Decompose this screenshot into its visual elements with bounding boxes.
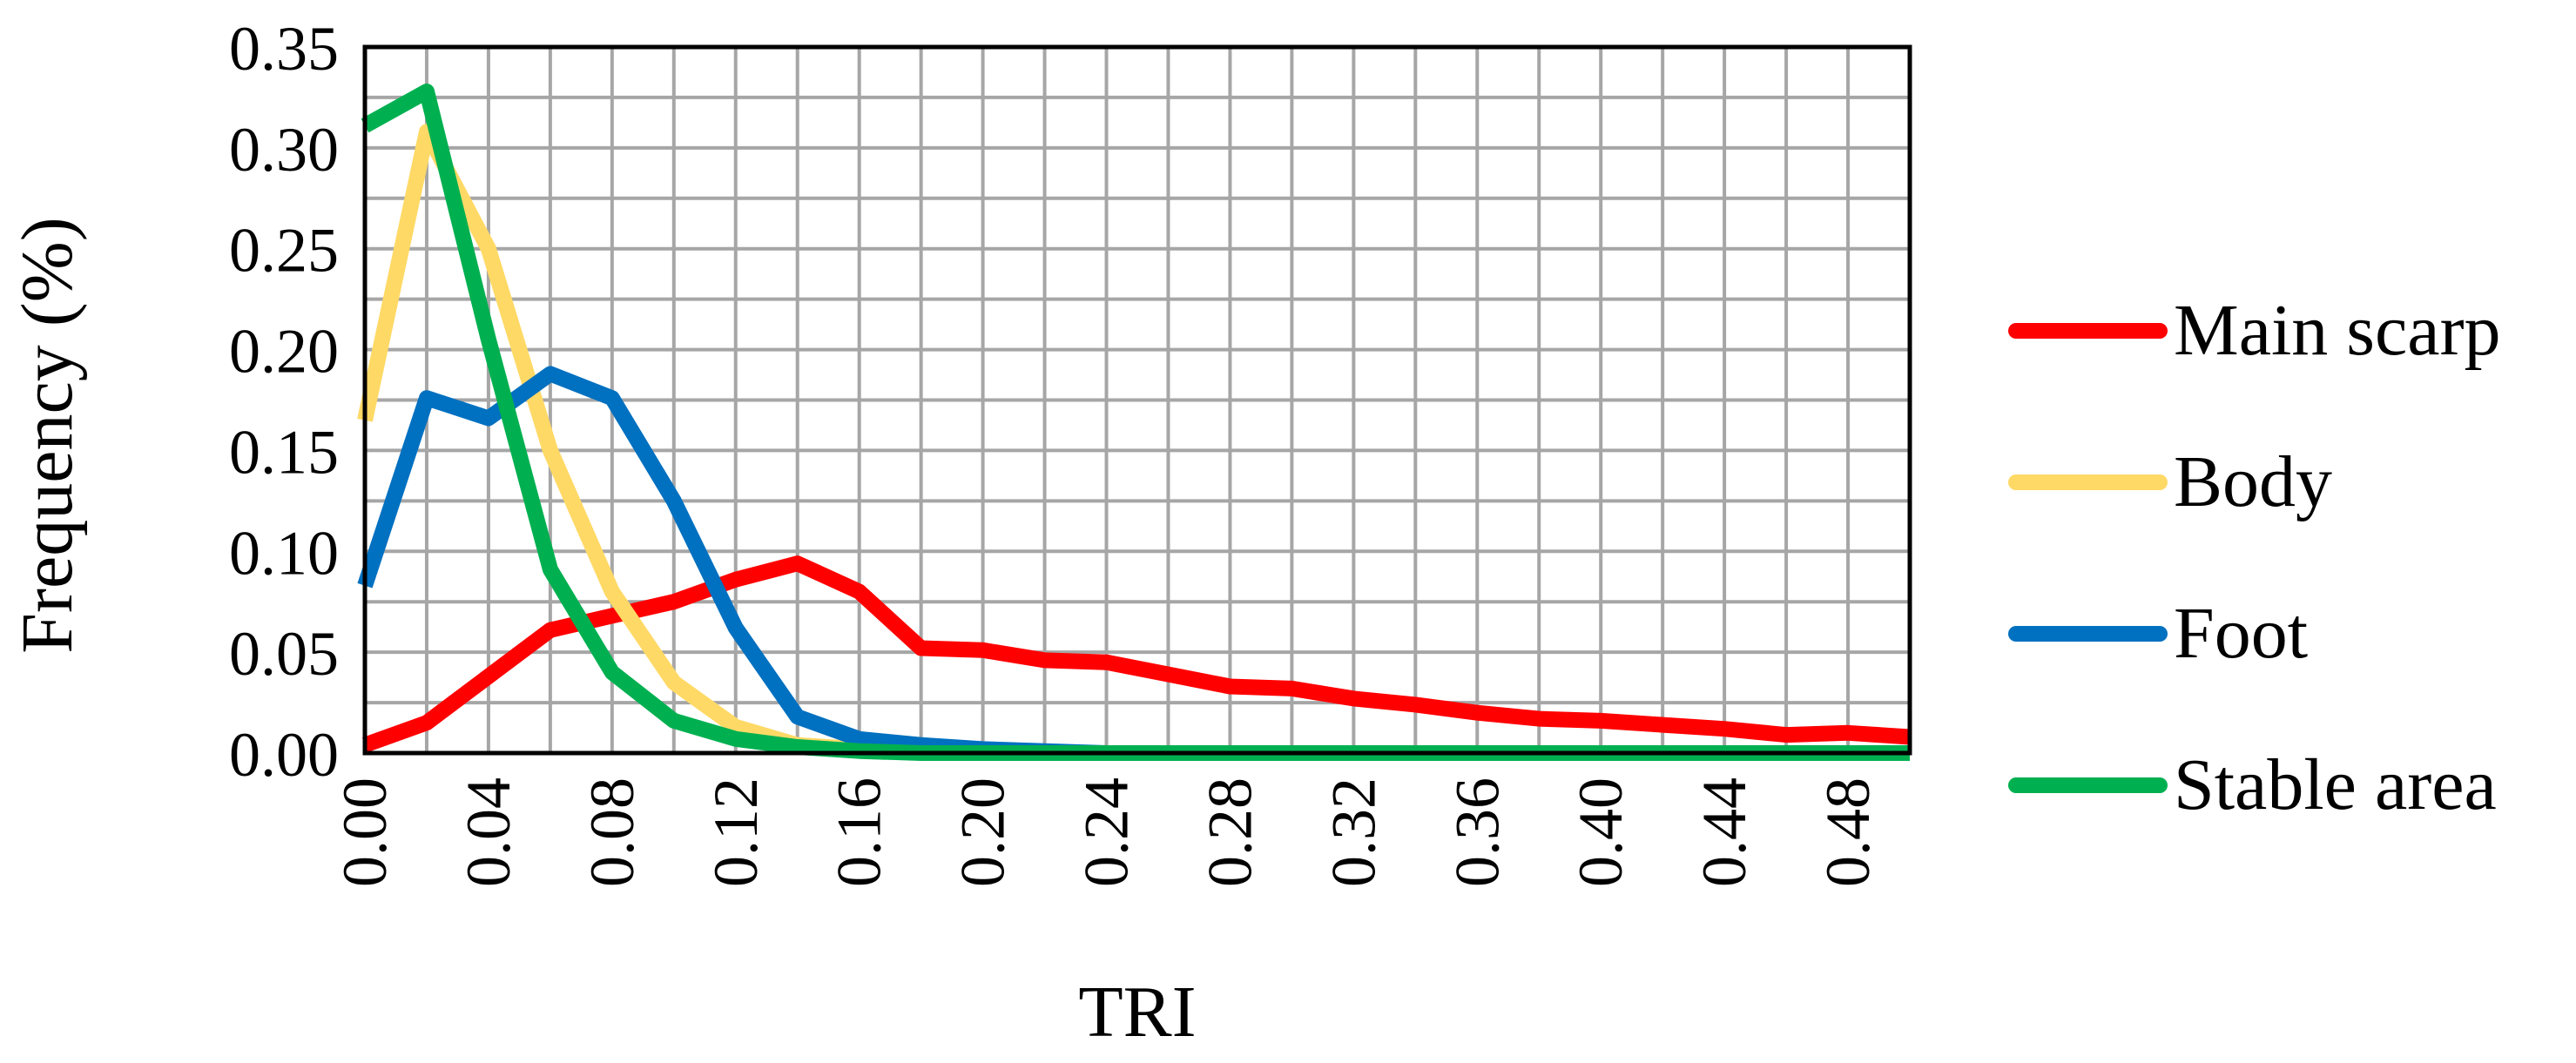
x-tick-label: 0.00 (330, 777, 400, 887)
y-tick-label: 0.10 (229, 518, 339, 588)
x-tick-label: 0.44 (1689, 777, 1759, 887)
x-tick-label: 0.36 (1442, 777, 1512, 887)
legend-label-foot: Foot (2174, 593, 2308, 674)
legend-label-main-scarp: Main scarp (2174, 290, 2501, 371)
y-tick-label: 0.25 (229, 216, 339, 286)
y-tick-labels: 0.00 0.05 0.10 0.15 0.20 0.25 0.30 0.35 (229, 14, 339, 790)
y-tick-label: 0.15 (229, 417, 339, 487)
y-axis-title: Frequency (%) (7, 217, 88, 653)
y-tick-label: 0.05 (229, 619, 339, 689)
y-tick-label: 0.00 (229, 720, 339, 790)
x-tick-label: 0.48 (1813, 777, 1883, 887)
x-tick-labels: 0.00 0.04 0.08 0.12 0.16 0.20 0.24 0.28 0.32 0.36… (330, 777, 1883, 887)
y-tick-label: 0.30 (229, 115, 339, 185)
x-tick-label: 0.04 (454, 777, 523, 887)
y-tick-label: 0.35 (229, 14, 339, 84)
x-axis-title: TRI (1078, 972, 1196, 1053)
x-tick-label: 0.20 (948, 777, 1018, 887)
x-tick-label: 0.24 (1072, 777, 1142, 887)
y-tick-label: 0.20 (229, 317, 339, 387)
x-tick-label: 0.32 (1318, 777, 1388, 887)
legend-label-stable-area: Stable area (2174, 744, 2497, 825)
x-tick-label: 0.08 (577, 777, 647, 887)
plot-frame (362, 44, 1912, 756)
legend-label-body: Body (2174, 441, 2332, 522)
legend: Main scarp Body Foot Stable area (2008, 290, 2501, 825)
x-tick-label: 0.12 (701, 777, 771, 887)
x-tick-label: 0.28 (1195, 777, 1264, 887)
x-tick-label: 0.40 (1566, 777, 1635, 887)
x-tick-label: 0.16 (825, 777, 894, 887)
